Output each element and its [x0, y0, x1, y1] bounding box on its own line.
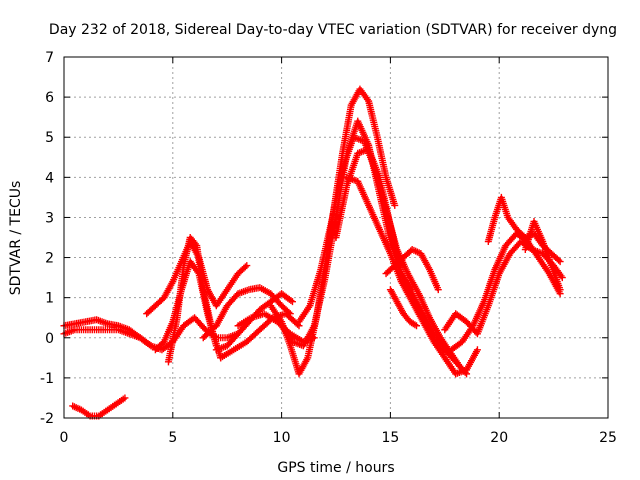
series-arc-17	[386, 286, 421, 330]
data-point	[241, 263, 249, 271]
y-tick-label: 5	[45, 130, 54, 146]
series-arc-21	[521, 217, 564, 294]
y-tick-label: 4	[45, 170, 54, 186]
y-tick-label: 3	[45, 210, 54, 226]
data-point	[555, 256, 563, 264]
x-tick-label: 10	[273, 430, 291, 446]
y-tick-label: 0	[45, 331, 54, 347]
data-point	[147, 342, 155, 350]
y-tick-label: 1	[45, 291, 54, 307]
plot-border	[63, 56, 609, 419]
data-point	[411, 321, 419, 329]
y-tick-label: -2	[40, 411, 54, 427]
series-arc-2	[60, 316, 155, 350]
x-tick-label: 15	[381, 430, 399, 446]
data-point	[121, 394, 129, 402]
data-point	[287, 297, 295, 305]
data-point	[556, 286, 564, 294]
data-point	[145, 341, 153, 349]
data-point	[191, 240, 199, 248]
data-point	[434, 286, 442, 294]
x-tick-label: 25	[599, 430, 617, 446]
data-layer	[60, 85, 566, 420]
data-point	[243, 262, 251, 270]
y-tick-label: 6	[45, 90, 54, 106]
series-arc-18	[441, 238, 566, 338]
data-point	[558, 274, 566, 282]
series-arc-15	[343, 173, 481, 378]
y-axis-label: SDTVAR / TECUs	[8, 181, 24, 296]
x-axis-label: GPS time / hours	[277, 460, 394, 476]
x-tick-label: 5	[168, 430, 177, 446]
data-point	[473, 346, 481, 354]
x-tick-label: 20	[490, 430, 508, 446]
data-point	[556, 258, 564, 266]
tick-layer: 0 5 10 15 20 25 -2 -1 0 1 2 3 4 5 6 7	[40, 50, 617, 446]
series-arc-16	[382, 246, 442, 294]
x-tick-label: 0	[60, 430, 69, 446]
data-point	[413, 322, 421, 330]
series-arc-3	[69, 394, 129, 420]
y-tick-label: -1	[40, 371, 54, 387]
y-tick-label: 7	[45, 50, 54, 66]
data-point	[288, 298, 296, 306]
data-point	[391, 201, 399, 209]
y-tick-label: 2	[45, 251, 54, 267]
chart-title: Day 232 of 2018, Sidereal Day-to-day VTE…	[49, 22, 617, 38]
